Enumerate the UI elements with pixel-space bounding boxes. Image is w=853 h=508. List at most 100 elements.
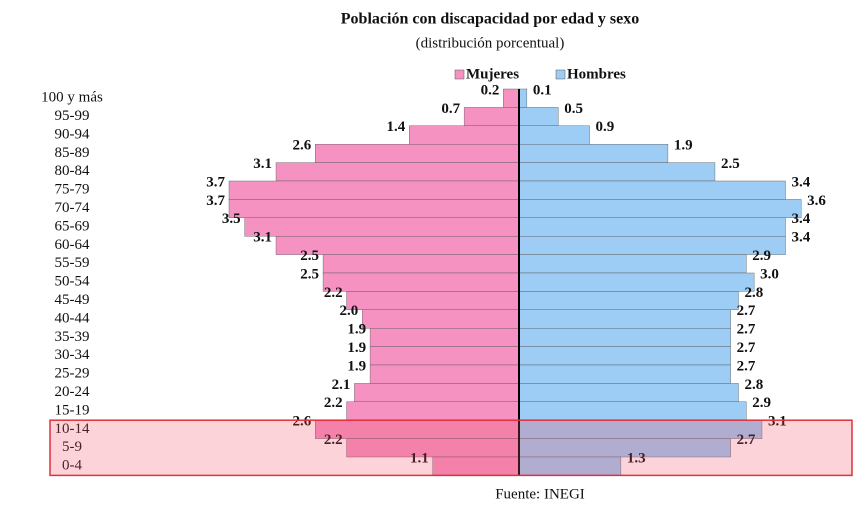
bar	[518, 364, 731, 384]
bar	[518, 107, 559, 127]
bar	[322, 272, 520, 292]
category-label: 85-89	[55, 145, 90, 161]
category-label: 10-14	[55, 421, 90, 437]
value-label: 2.7	[737, 358, 756, 374]
value-label: 2.2	[324, 285, 343, 301]
value-label: 3.0	[760, 266, 779, 282]
chart-title: Población con discapacidad por edad y se…	[341, 11, 639, 28]
category-label: 15-19	[55, 402, 90, 418]
value-label: 2.2	[324, 395, 343, 411]
bar	[518, 309, 731, 329]
bar	[518, 88, 528, 108]
bar	[322, 254, 520, 274]
value-label: 2.9	[752, 248, 771, 264]
legend-label: Mujeres	[466, 66, 519, 82]
bar	[518, 125, 590, 145]
bar	[369, 364, 520, 384]
category-label: 70-74	[55, 200, 90, 216]
bar	[518, 180, 786, 200]
value-label: 2.1	[332, 377, 351, 393]
bar	[518, 346, 731, 366]
value-label: 3.4	[791, 211, 810, 227]
legend-swatch	[454, 69, 465, 80]
bar	[228, 199, 520, 218]
value-label: 0.5	[564, 101, 583, 117]
category-label: 50-54	[55, 274, 90, 290]
value-label: 2.7	[737, 340, 756, 356]
value-label: 3.4	[791, 230, 810, 246]
category-label: 60-64	[55, 237, 90, 253]
value-label: 2.6	[292, 138, 311, 154]
value-label: 2.5	[721, 156, 740, 172]
category-label: 25-29	[55, 366, 90, 382]
bar	[228, 180, 520, 200]
bar	[518, 383, 739, 402]
bar	[503, 88, 520, 108]
value-label: 1.9	[347, 340, 366, 356]
value-label: 3.4	[791, 174, 810, 190]
category-label: 45-49	[55, 292, 90, 308]
value-label: 2.8	[744, 377, 763, 393]
legend-label: Hombres	[567, 66, 626, 82]
value-label: 0.1	[533, 82, 552, 98]
chart-subtitle: (distribución porcentual)	[416, 35, 565, 51]
category-label: 0-4	[62, 458, 82, 474]
bar	[518, 401, 747, 421]
value-label: 3.6	[807, 193, 826, 209]
category-label: 100 y más	[41, 90, 103, 106]
value-label: 1.1	[410, 450, 429, 466]
value-label: 2.8	[744, 285, 763, 301]
value-label: 0.9	[596, 119, 615, 135]
value-label: 0.2	[481, 82, 500, 98]
value-label: 3.7	[206, 174, 225, 190]
value-label: 3.1	[253, 230, 272, 246]
value-label: 1.9	[674, 138, 693, 154]
value-label: 2.7	[737, 322, 756, 338]
bar	[315, 143, 520, 163]
category-label: 20-24	[55, 384, 90, 400]
value-label: 3.5	[222, 211, 241, 227]
bar	[518, 199, 802, 218]
value-label: 1.9	[347, 358, 366, 374]
value-label: 2.6	[292, 414, 311, 430]
bar	[518, 162, 716, 182]
bar	[518, 217, 786, 237]
bar	[463, 107, 520, 127]
bar	[518, 143, 669, 163]
value-label: 2.7	[737, 432, 756, 448]
value-label: 2.9	[752, 395, 771, 411]
category-label: 65-69	[55, 218, 90, 234]
bar	[409, 125, 520, 145]
legend-swatch	[555, 69, 566, 80]
bar	[354, 383, 520, 402]
category-label: 90-94	[55, 126, 90, 142]
bar	[518, 235, 786, 255]
value-label: 2.2	[324, 432, 343, 448]
bar	[346, 401, 520, 421]
category-label: 55-59	[55, 255, 90, 271]
category-label: 40-44	[55, 310, 90, 326]
category-label: 35-39	[55, 329, 90, 345]
bar	[518, 254, 747, 274]
source: Fuente: INEGI	[495, 486, 585, 502]
bar	[518, 272, 755, 292]
bar	[346, 291, 520, 310]
bar	[369, 346, 520, 366]
value-label: 2.7	[737, 303, 756, 319]
highlight	[49, 419, 853, 477]
category-label: 80-84	[55, 163, 90, 179]
value-label: 2.0	[339, 303, 358, 319]
category-label: 30-34	[55, 347, 90, 363]
category-label: 5-9	[62, 439, 82, 455]
bar	[518, 328, 731, 347]
bar	[275, 162, 520, 182]
value-label: 2.5	[300, 248, 319, 264]
value-label: 3.7	[206, 193, 225, 209]
value-label: 1.3	[627, 450, 646, 466]
category-label: 75-79	[55, 182, 90, 198]
value-label: 0.7	[441, 101, 460, 117]
value-label: 3.1	[768, 414, 787, 430]
value-label: 3.1	[253, 156, 272, 172]
category-label: 95-99	[55, 108, 90, 124]
